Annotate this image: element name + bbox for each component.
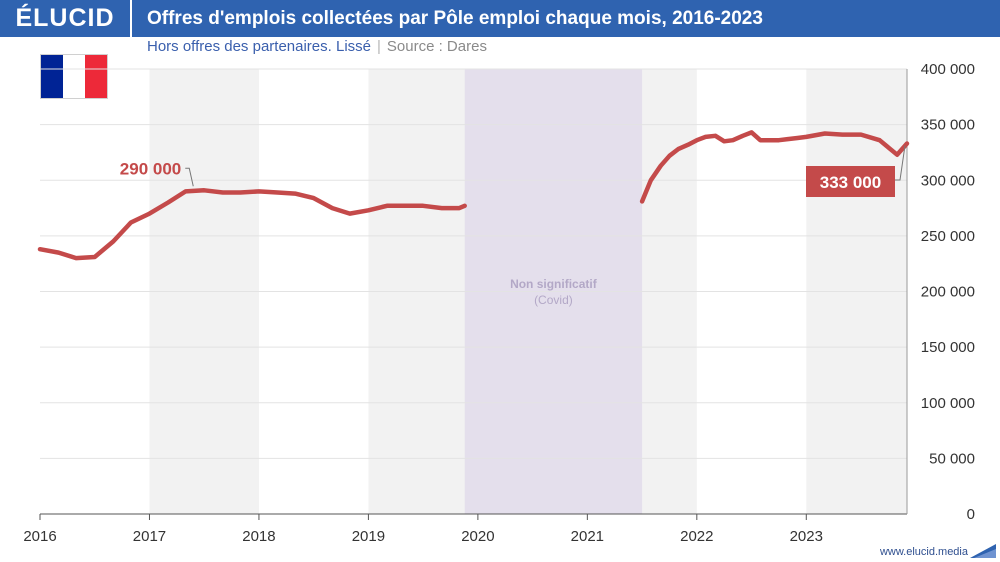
x-tick-label: 2023 [790, 528, 823, 545]
flag-stripe-white [63, 55, 85, 98]
subtitle-separator: | [377, 38, 381, 55]
y-tick-label: 100 000 [921, 395, 975, 412]
chart-title: Offres d'emplois collectées par Pôle emp… [147, 8, 763, 29]
annotation-leader [895, 145, 906, 181]
flag-stripe-red [85, 55, 107, 98]
x-tick-label: 2017 [133, 528, 166, 545]
y-tick-label: 400 000 [921, 61, 975, 78]
annotation-label: 333 000 [820, 173, 881, 192]
footer-url-link[interactable]: www.elucid.media [879, 546, 968, 558]
x-tick-label: 2018 [242, 528, 275, 545]
x-tick-label: 2022 [680, 528, 713, 545]
y-tick-label: 50 000 [929, 450, 975, 467]
annotation-label: 290 000 [120, 159, 181, 178]
y-tick-label: 350 000 [921, 117, 975, 134]
y-tick-label: 150 000 [921, 339, 975, 356]
y-tick-label: 300 000 [921, 172, 975, 189]
y-tick-label: 0 [967, 506, 975, 523]
x-tick-label: 2020 [461, 528, 494, 545]
covid-band-sublabel: (Covid) [534, 293, 573, 307]
y-tick-label: 200 000 [921, 284, 975, 301]
series-line [37, 188, 467, 261]
elucid-logo: ÉLUCID [0, 0, 132, 37]
x-tick-label: 2019 [352, 528, 385, 545]
annotation-box [806, 166, 895, 197]
y-tick-label: 250 000 [921, 228, 975, 245]
source-label: Source : Dares [386, 38, 487, 55]
chart-subtitle: Hors offres des partenaires. Lissé | Sourc… [147, 38, 487, 55]
covid-band-label: Non significatif [510, 277, 598, 291]
footer-triangle-icon [970, 544, 996, 558]
x-tick-label: 2016 [23, 528, 56, 545]
france-flag [41, 55, 107, 98]
header-bar: ÉLUCID Offres d'emplois collectées par P… [0, 0, 1000, 37]
x-tick-label: 2021 [571, 528, 604, 545]
flag-stripe-blue [41, 55, 63, 98]
annotation-leader [185, 167, 194, 187]
series-line [639, 130, 910, 204]
subtitle-text: Hors offres des partenaires. Lissé [147, 38, 371, 55]
